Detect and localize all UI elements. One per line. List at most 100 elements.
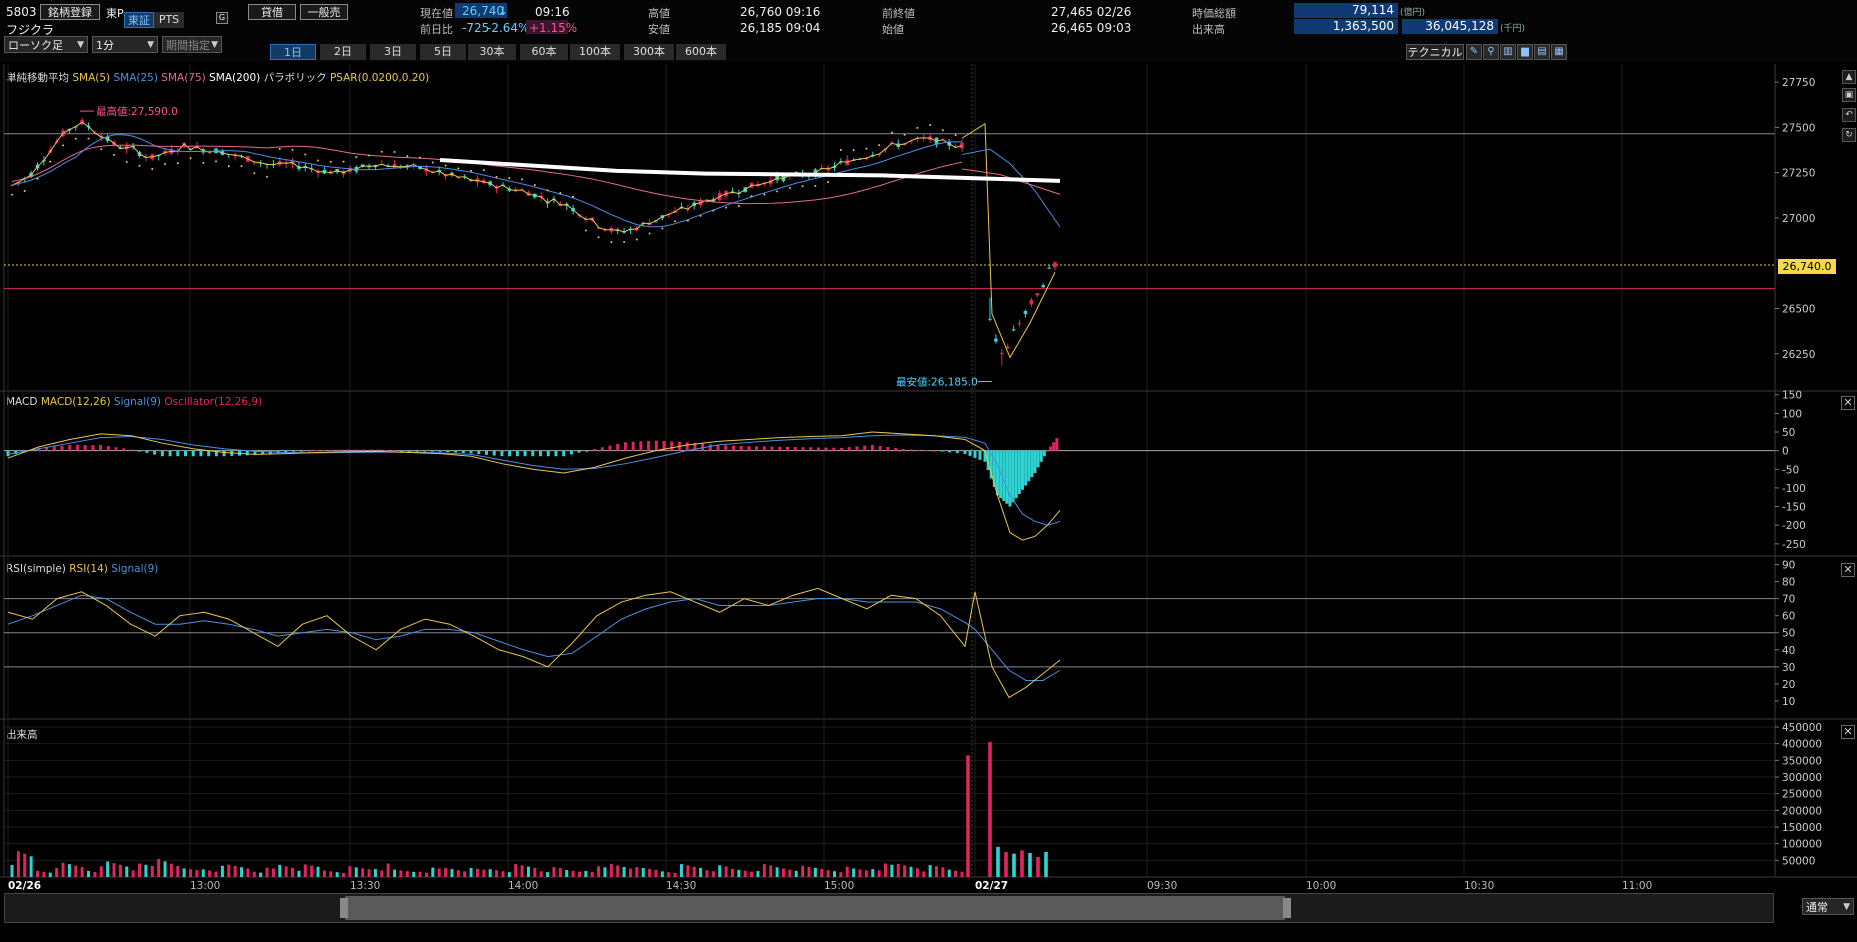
print-icon[interactable]: ▦ xyxy=(1551,44,1567,60)
candle-body xyxy=(1005,346,1010,349)
volume-bar xyxy=(877,870,881,877)
save-icon[interactable]: ▤ xyxy=(1534,44,1550,60)
macd-hist-bar xyxy=(500,450,504,457)
tab-tosho[interactable]: 東証 xyxy=(124,12,154,28)
macd-legend: MACD MACD(12,26) Signal(9) Oscillator(12… xyxy=(6,396,262,408)
volume-bar xyxy=(616,865,620,877)
volume-bar xyxy=(852,868,856,877)
scrollbar-thumb[interactable] xyxy=(345,896,1285,920)
range-tab-2[interactable]: 3日 xyxy=(370,44,416,60)
range-tab-6[interactable]: 100本 xyxy=(570,44,620,60)
chart-type-select[interactable]: ローソク足 ▼ xyxy=(4,36,88,53)
undo-icon[interactable]: ↶ xyxy=(1842,108,1856,122)
range-tab-5[interactable]: 60本 xyxy=(520,44,568,60)
period-select[interactable]: 期間指定 ▼ xyxy=(162,36,222,53)
x-tick-label: 10:30 xyxy=(1464,880,1494,892)
scroll-up-icon[interactable]: ▲ xyxy=(1842,70,1856,84)
candle-body xyxy=(1017,323,1022,325)
macd-hist-bar xyxy=(284,450,288,453)
volume-bar xyxy=(762,864,766,877)
mode-select[interactable]: 通常 ▼ xyxy=(1802,898,1854,915)
legend-macd: MACD(12,26) xyxy=(40,396,111,408)
psar-dot xyxy=(533,184,536,187)
scroll-handle-right[interactable] xyxy=(1283,898,1291,918)
volume-tick-label: 150000 xyxy=(1782,822,1822,834)
close-macd-icon[interactable]: ✕ xyxy=(1841,396,1855,410)
macd-hist-bar xyxy=(376,449,380,451)
legend-macd-signal: Signal(9) xyxy=(113,396,162,408)
lock-icon[interactable]: ▣ xyxy=(1842,88,1856,102)
volume-bar xyxy=(131,870,135,877)
interval-select[interactable]: 1分 ▼ xyxy=(92,36,158,53)
macd-hist-bar xyxy=(52,446,56,451)
range-tab-1[interactable]: 2日 xyxy=(320,44,366,60)
volume-bar xyxy=(558,868,562,877)
macd-hist-bar xyxy=(840,447,844,451)
rsi-tick-label: 40 xyxy=(1782,645,1795,657)
volume-bar xyxy=(1028,853,1032,877)
rsi-tick-label: 20 xyxy=(1782,679,1795,691)
volume-bar xyxy=(769,865,773,877)
psar-dot xyxy=(635,238,638,241)
register-button[interactable]: 銘柄登録 xyxy=(40,4,100,20)
tab-pts[interactable]: PTS xyxy=(154,12,184,28)
psar-dot xyxy=(176,162,179,165)
macd-tick-label: 50 xyxy=(1782,427,1795,439)
macd-hist-bar xyxy=(515,450,519,457)
range-tab-7[interactable]: 300本 xyxy=(624,44,674,60)
volume-bar xyxy=(106,861,110,877)
refresh-icon[interactable]: ↻ xyxy=(1842,128,1856,142)
low-annotation: 最安値:26,185.0 xyxy=(896,376,978,389)
current-price-value: 26,740 xyxy=(462,4,504,18)
macd-hist-bar xyxy=(894,447,898,451)
volume-bar xyxy=(934,866,938,877)
psar-dot xyxy=(11,193,13,196)
legend-sma200: SMA(200) xyxy=(209,72,261,84)
macd-hist-bar xyxy=(1005,450,1009,504)
macd-hist-bar xyxy=(963,450,967,454)
macd-hist-bar xyxy=(863,445,867,451)
g-button[interactable]: G xyxy=(216,12,228,24)
range-tab-3[interactable]: 5日 xyxy=(420,44,466,60)
range-tab-4[interactable]: 30本 xyxy=(468,44,516,60)
time-scrollbar[interactable] xyxy=(4,893,1774,923)
macd-hist-bar xyxy=(554,450,558,457)
volume-legend: 出来高 xyxy=(6,727,38,742)
macd-hist-bar xyxy=(214,450,218,457)
psar-dot xyxy=(36,177,39,180)
macd-hist-bar xyxy=(153,450,157,455)
price-tick-label: 27500 xyxy=(1782,122,1815,134)
volume-bar xyxy=(303,864,307,877)
range-tab-8[interactable]: 600本 xyxy=(676,44,726,60)
technical-button[interactable]: テクニカル xyxy=(1406,44,1464,60)
macd-hist-bar xyxy=(322,449,326,451)
macd-hist-bar xyxy=(508,450,512,457)
volume-bar xyxy=(380,870,384,877)
lend-button[interactable]: 貸借 xyxy=(248,4,296,20)
psar-dot xyxy=(916,126,919,129)
volume-bar xyxy=(259,872,263,877)
pencil-icon[interactable]: ✎ xyxy=(1466,44,1482,60)
volume-bar xyxy=(463,871,467,877)
rsi-tick-label: 10 xyxy=(1782,696,1795,708)
range-tab-0[interactable]: 1日 xyxy=(270,44,316,60)
psar-dot xyxy=(686,219,689,222)
prev-close-value: 27,465 02/26 xyxy=(1051,5,1132,19)
open-value: 26,465 09:03 xyxy=(1051,21,1132,35)
volume-bar xyxy=(1020,850,1024,877)
macd-hist-bar xyxy=(122,448,126,451)
general-sell-button[interactable]: 一般売 xyxy=(300,4,348,20)
close-volume-icon[interactable]: ✕ xyxy=(1841,725,1855,739)
psar-dot xyxy=(125,161,128,164)
chart-type-value: ローソク足 xyxy=(8,39,63,52)
volume-bar xyxy=(399,870,403,877)
rsi-tick-label: 70 xyxy=(1782,594,1795,606)
scroll-handle-left[interactable] xyxy=(340,898,348,918)
close-rsi-icon[interactable]: ✕ xyxy=(1841,563,1855,577)
bar-chart-icon[interactable]: ▆ xyxy=(1517,44,1533,60)
macd-hist-bar xyxy=(1052,442,1056,451)
compare-icon[interactable]: ▥ xyxy=(1500,44,1516,60)
volume-bar xyxy=(240,867,244,877)
zoom-icon[interactable]: ⚲ xyxy=(1483,44,1499,60)
